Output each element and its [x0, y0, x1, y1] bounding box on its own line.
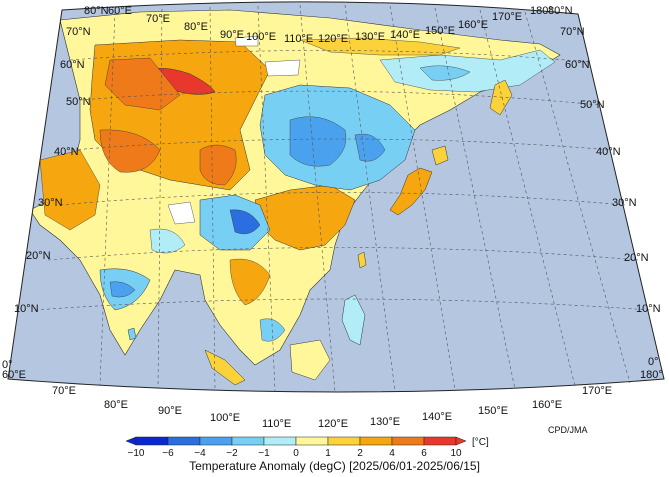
- colorbar-tick-label: 10: [450, 448, 462, 459]
- lon-label-bottom: 180°: [640, 369, 663, 381]
- lat-label-left: 10°N: [14, 303, 39, 315]
- colorbar-segment: [263, 436, 297, 446]
- colorbar-tick-label: −1: [258, 448, 270, 459]
- lon-label-top: 70°E: [146, 13, 170, 25]
- lat-label-right: 70°N: [560, 26, 585, 38]
- lon-label-bottom: 80°E: [104, 399, 128, 411]
- lon-label-top: 100°E: [246, 31, 276, 43]
- lon-label-top: 80°E: [184, 21, 208, 33]
- colorbar-segment: [199, 436, 233, 446]
- land-layer: [29, 9, 561, 386]
- colorbar-unit: [°C]: [472, 437, 489, 448]
- top-lon-labels: 60°E 70°E 80°E 90°E 100°E 110°E 120°E 13…: [108, 5, 553, 45]
- cold-core-india: [109, 281, 136, 298]
- colorbar-segment: [167, 436, 201, 446]
- cool-core-far-east: [419, 65, 471, 81]
- lat-label-left: 50°N: [66, 96, 91, 108]
- nodata-patch-1: [167, 201, 196, 225]
- lon-label-top: 60°E: [108, 5, 132, 17]
- graticule: [34, 4, 651, 393]
- lat-label-left: 0°: [2, 359, 13, 371]
- colorbar-tick-label: 4: [389, 448, 395, 459]
- nodata-patch-2: [264, 59, 301, 77]
- lon-label-top: 170°E: [492, 11, 522, 23]
- land-kamchatka: [489, 79, 513, 116]
- lon-label-top: 140°E: [390, 29, 420, 41]
- lon-label-bottom: 60°E: [2, 369, 26, 381]
- colorbar-segment: [423, 436, 457, 446]
- land-philippines: [341, 294, 366, 346]
- land-hokkaido: [431, 145, 449, 166]
- land-taiwan: [357, 251, 367, 269]
- land-borneo: [289, 339, 331, 381]
- colorbar-tick-label: −4: [194, 448, 206, 459]
- land-sri-lanka: [127, 327, 137, 341]
- colorbar-tick-label: 1: [325, 448, 331, 459]
- cold-core-tibet: [229, 209, 261, 235]
- warm-patch-2: [199, 144, 237, 186]
- lat-label-right: 80°N: [548, 5, 573, 17]
- lon-label-top: 110°E: [284, 33, 313, 45]
- lon-label-top: 130°E: [355, 31, 385, 43]
- lon-label-top: 150°E: [425, 25, 455, 37]
- warm-patch-3: [99, 129, 161, 173]
- nodata-patch-3: [234, 35, 259, 47]
- colorbar-segment: [135, 436, 169, 446]
- lon-label-bottom: 130°E: [370, 416, 400, 428]
- lon-label-bottom: 90°E: [158, 405, 182, 417]
- lon-label-bottom: 160°E: [532, 399, 562, 411]
- colorbar: −10 −6 −4 −2 −1 0 1 2 4 6 10[°C]: [125, 436, 489, 459]
- land-japan: [389, 167, 433, 216]
- lon-label-top: 120°E: [318, 33, 348, 45]
- colorbar-extend-high: [455, 436, 467, 446]
- right-lat-labels: 80°N 70°N 60°N 50°N 40°N 30°N 20°N 10°N …: [548, 5, 661, 368]
- colorbar-segment: [391, 436, 425, 446]
- lat-label-right: 50°N: [580, 99, 605, 111]
- lat-label-right: 20°N: [624, 252, 649, 264]
- lat-label-left: 60°N: [60, 59, 85, 71]
- lon-label-bottom: 140°E: [422, 411, 452, 423]
- lat-label-right: 60°N: [565, 59, 590, 71]
- credit-label: CPD/JMA: [548, 425, 588, 435]
- lat-label-right: 10°N: [636, 303, 661, 315]
- warm-region-west: [39, 149, 101, 231]
- colorbar-segment: [295, 436, 329, 446]
- lon-label-top: 160°E: [458, 19, 488, 31]
- warm-region-sea: [229, 258, 271, 306]
- colorbar-segment: [231, 436, 265, 446]
- lat-label-right: 30°N: [612, 197, 637, 209]
- lat-label-left: 30°N: [38, 197, 63, 209]
- lon-label-bottom: 70°E: [52, 385, 76, 397]
- lat-label-left: 80°N: [84, 5, 109, 17]
- lon-label-top: 90°E: [220, 29, 244, 41]
- lon-label-bottom: 100°E: [210, 412, 240, 424]
- colorbar-segment: [327, 436, 361, 446]
- colorbar-tick-label: 0: [293, 448, 299, 459]
- lat-label-right: 0°: [648, 356, 659, 368]
- lat-label-left: 70°N: [66, 26, 91, 38]
- land-sumatra: [204, 349, 246, 386]
- colorbar-tick-label: 2: [357, 448, 363, 459]
- left-lat-labels: 80°N 70°N 60°N 50°N 40°N 30°N 20°N 10°N …: [2, 5, 109, 371]
- lon-label-bottom: 120°E: [318, 418, 348, 430]
- colorbar-segment: [359, 436, 393, 446]
- cold-core-ne: [289, 116, 347, 167]
- colorbar-tick-label: −6: [162, 448, 174, 459]
- colorbar-tick-label: 6: [421, 448, 427, 459]
- map-title: Temperature Anomaly (degC) [2025/06/01-2…: [189, 459, 480, 473]
- lat-label-right: 40°N: [596, 146, 621, 158]
- lat-label-left: 20°N: [26, 250, 51, 262]
- lon-label-bottom: 150°E: [478, 405, 508, 417]
- lat-label-left: 40°N: [54, 146, 79, 158]
- lon-label-top: 180°: [530, 5, 553, 17]
- colorbar-tick-label: −10: [128, 448, 145, 459]
- colorbar-tick-label: −2: [226, 448, 238, 459]
- lon-label-bottom: 170°E: [582, 385, 612, 397]
- map-frame: [7, 1, 665, 393]
- bottom-lon-labels: 60°E 70°E 80°E 90°E 100°E 110°E 120°E 13…: [2, 369, 663, 430]
- colorbar-extend-low: [125, 436, 137, 446]
- lon-label-bottom: 110°E: [262, 418, 291, 430]
